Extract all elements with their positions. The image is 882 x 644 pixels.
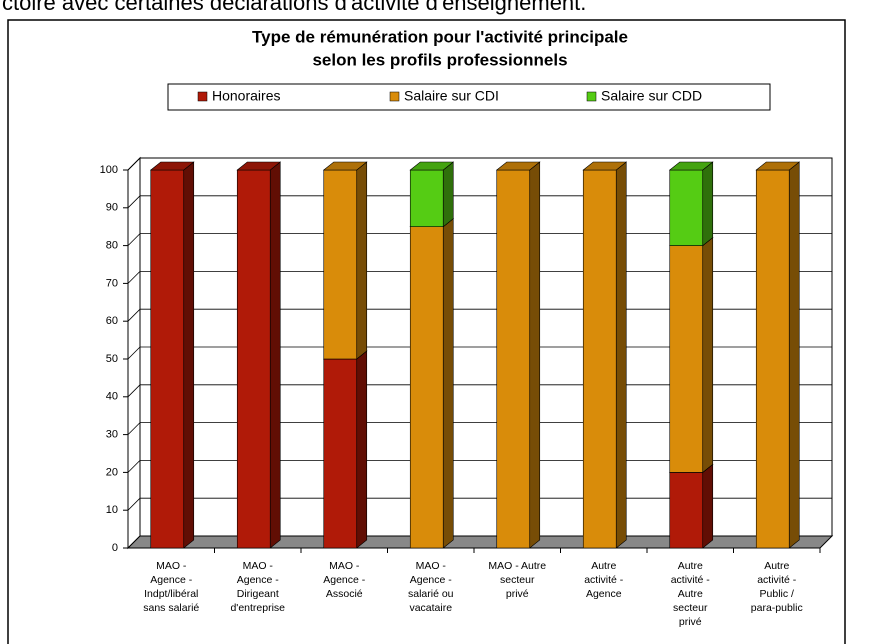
bar-top xyxy=(236,161,282,171)
x-tick-label: vacataire xyxy=(409,602,452,614)
chart-title: selon les profils professionnels xyxy=(312,50,567,69)
y-tick-label: 30 xyxy=(106,429,118,441)
y-tick-label: 40 xyxy=(106,391,118,403)
bar-front xyxy=(755,169,790,549)
legend-swatch xyxy=(586,91,597,102)
bar xyxy=(322,161,368,360)
bar xyxy=(409,161,455,228)
bar-side xyxy=(702,236,714,474)
x-tick-label: Agence - xyxy=(410,574,453,586)
bar-top xyxy=(755,161,801,171)
floor xyxy=(126,535,834,549)
bar-side xyxy=(356,161,368,360)
legend-label: Salaire sur CDI xyxy=(404,88,499,104)
y-tick-label: 60 xyxy=(106,315,118,327)
y-tick-label: 70 xyxy=(106,277,118,289)
bar xyxy=(322,350,368,549)
legend-swatch xyxy=(197,91,208,102)
bar xyxy=(582,161,628,549)
x-tick-label: Indpt/libéral xyxy=(144,588,198,600)
bar-top xyxy=(582,161,628,171)
bar-top xyxy=(322,161,368,171)
x-tick-label: Autre xyxy=(764,560,789,572)
bar xyxy=(495,161,541,549)
x-tick-label: d'entreprise xyxy=(230,602,285,614)
y-tick-label: 50 xyxy=(106,353,118,365)
x-tick-label: Dirigeant xyxy=(237,588,279,600)
bar xyxy=(149,161,195,549)
bar-side xyxy=(269,161,281,549)
y-tick-label: 10 xyxy=(106,504,118,516)
bar-top xyxy=(409,161,455,171)
bar-front xyxy=(150,169,185,549)
bar xyxy=(668,236,714,474)
x-tick-label: MAO - xyxy=(329,560,360,572)
bar-front xyxy=(409,226,444,549)
bar-front xyxy=(669,169,704,246)
x-tick-label: Associé xyxy=(326,588,363,600)
x-tick-label: Agence - xyxy=(237,574,280,586)
bar-side xyxy=(442,161,454,228)
bar xyxy=(668,161,714,247)
bar xyxy=(236,161,282,549)
bar-front xyxy=(409,169,444,228)
bar-side xyxy=(788,161,800,549)
x-tick-label: Autre xyxy=(678,588,703,600)
x-tick-label: secteur xyxy=(673,602,708,614)
caption: ctoire avec certaines déclarations d'act… xyxy=(2,0,586,15)
bar-front xyxy=(323,169,358,360)
x-tick-label: MAO - xyxy=(243,560,274,572)
bar-front xyxy=(669,245,704,473)
x-tick-label: sans salarié xyxy=(143,602,199,614)
legend-swatch xyxy=(389,91,400,102)
bar-top xyxy=(495,161,541,171)
grid-line xyxy=(127,157,832,171)
bar xyxy=(409,218,455,549)
x-tick-label: Autre xyxy=(678,560,703,572)
x-tick-label: privé xyxy=(506,588,529,600)
x-tick-label: salarié ou xyxy=(408,588,454,600)
bar-front xyxy=(236,169,271,549)
bar-front xyxy=(669,472,704,549)
x-tick-label: para-public xyxy=(751,602,803,614)
x-tick-label: secteur xyxy=(500,574,535,586)
x-tick-label: privé xyxy=(679,616,702,628)
bar-side xyxy=(183,161,195,549)
bar-top xyxy=(668,161,714,171)
bar-side xyxy=(442,218,454,549)
bar-side xyxy=(702,463,714,549)
bar-side xyxy=(702,161,714,247)
x-tick-label: Agence - xyxy=(150,574,193,586)
bar-top xyxy=(149,161,195,171)
y-tick-label: 80 xyxy=(106,240,118,252)
bar-side xyxy=(615,161,627,549)
bar-side xyxy=(356,350,368,549)
bar xyxy=(755,161,801,549)
x-tick-label: MAO - xyxy=(416,560,447,572)
y-tick-label: 100 xyxy=(100,164,118,176)
legend-box xyxy=(167,83,771,111)
bar-front xyxy=(582,169,617,549)
bar-front xyxy=(496,169,531,549)
x-tick-label: activité - xyxy=(671,574,711,586)
x-tick-label: Public / xyxy=(760,588,795,600)
x-tick-label: Agence - xyxy=(323,574,366,586)
bar-front xyxy=(323,358,358,549)
legend-label: Honoraires xyxy=(212,88,280,104)
y-tick-label: 0 xyxy=(112,542,118,554)
x-tick-label: Autre xyxy=(591,560,616,572)
x-tick-label: MAO - Autre xyxy=(488,560,546,572)
x-tick-label: activité - xyxy=(757,574,797,586)
bar xyxy=(668,463,714,549)
x-tick-label: activité - xyxy=(584,574,624,586)
y-tick-label: 90 xyxy=(106,202,118,214)
y-tick-label: 20 xyxy=(106,466,118,478)
x-tick-label: Agence xyxy=(586,588,622,600)
chart-title: Type de rémunération pour l'activité pri… xyxy=(252,27,628,46)
x-tick-label: MAO - xyxy=(156,560,187,572)
bar-side xyxy=(529,161,541,549)
legend-label: Salaire sur CDD xyxy=(601,88,702,104)
